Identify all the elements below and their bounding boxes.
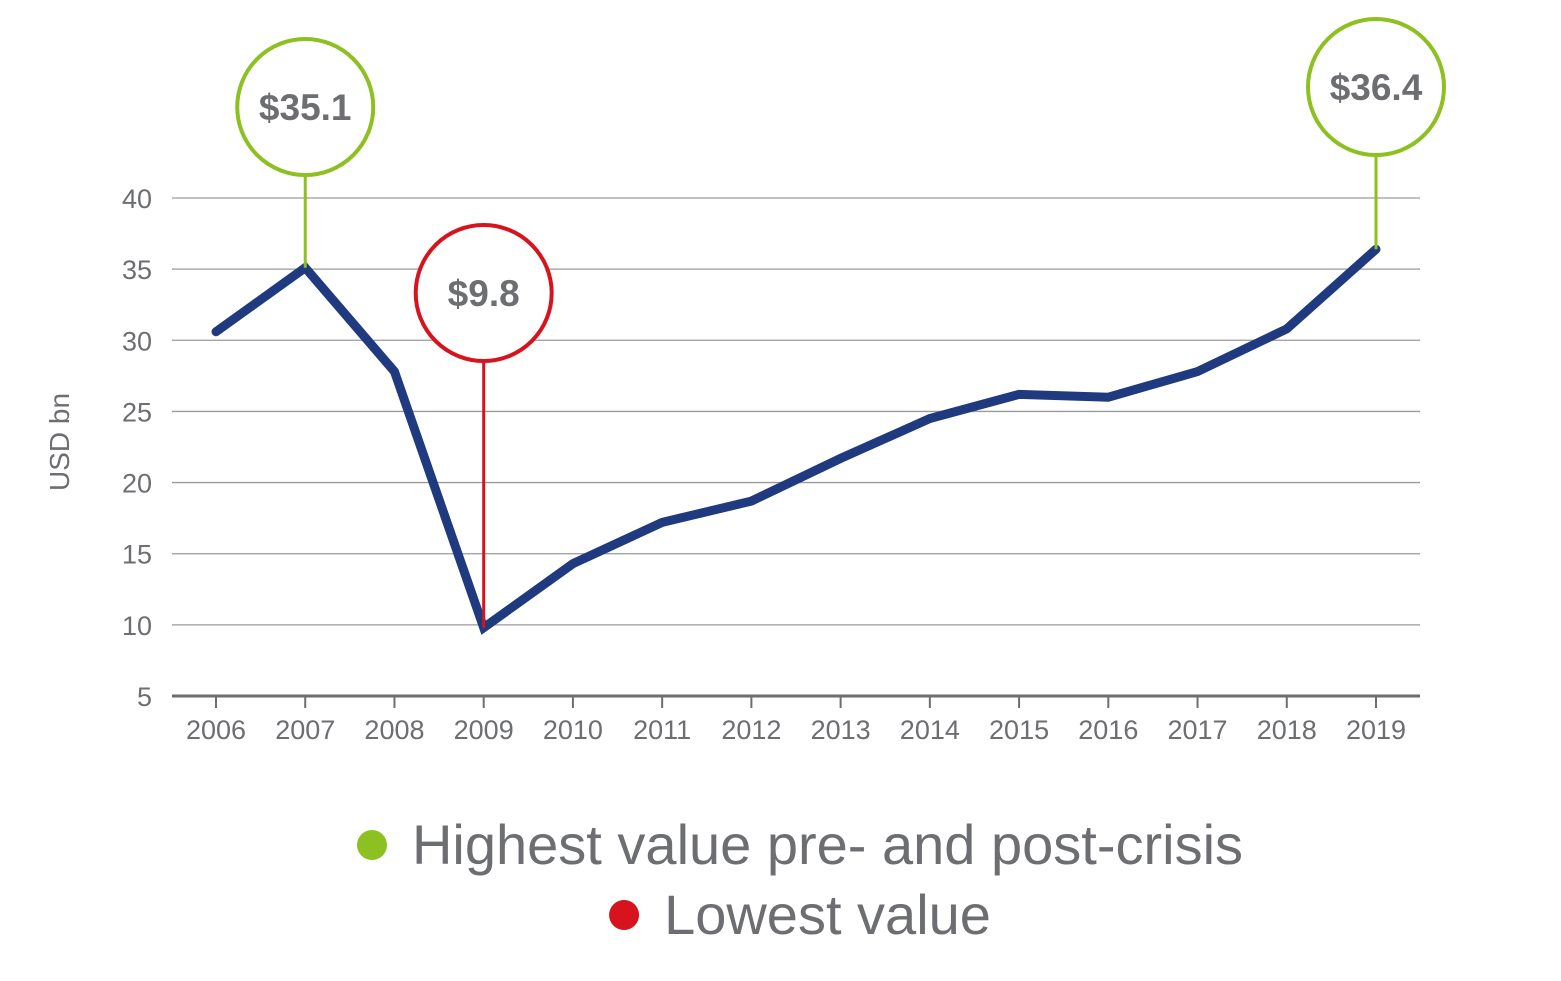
callout-label: $9.8 — [448, 273, 520, 314]
y-axis-label: USD bn — [44, 393, 75, 491]
x-tick-label: 2013 — [811, 715, 871, 745]
x-tick-label: 2010 — [543, 715, 603, 745]
legend-marker — [609, 900, 639, 930]
x-tick-label: 2006 — [186, 715, 246, 745]
y-tick-label: 40 — [122, 184, 152, 214]
series-line — [216, 249, 1376, 627]
legend-marker — [357, 830, 387, 860]
x-tick-label: 2019 — [1346, 715, 1406, 745]
series-layer — [216, 249, 1376, 628]
x-tick-label: 2016 — [1078, 715, 1138, 745]
legend-label: Highest value pre- and post-crisis — [412, 813, 1243, 876]
legend-item-low: Lowest value — [609, 883, 991, 946]
y-tick-label: 30 — [122, 326, 152, 356]
x-tick-label: 2015 — [989, 715, 1049, 745]
x-tick-label: 2012 — [721, 715, 781, 745]
y-tick-label: 20 — [122, 469, 152, 499]
x-axis: 2006 2007 2008 2009 2010 2011 2012 2013 2014 2015… — [172, 696, 1420, 745]
y-tick-label: 15 — [122, 540, 152, 570]
x-tick-label: 2011 — [633, 715, 691, 745]
y-axis-ticks: 5 10 15 20 25 30 35 40 — [122, 184, 152, 712]
x-tick-label: 2008 — [364, 715, 424, 745]
callout-label: $35.1 — [259, 87, 352, 128]
x-tick-label: 2007 — [275, 715, 335, 745]
x-tick-label: 2009 — [454, 715, 514, 745]
x-tick-label: 2017 — [1167, 715, 1227, 745]
gridlines — [172, 198, 1420, 625]
y-tick-label: 25 — [122, 397, 152, 427]
y-tick-label: 35 — [122, 255, 152, 285]
legend-item-high: Highest value pre- and post-crisis — [357, 813, 1243, 876]
legend: Highest value pre- and post-crisis Lowest… — [357, 813, 1243, 946]
x-tick-label: 2014 — [900, 715, 960, 745]
y-tick-label: 10 — [122, 611, 152, 641]
y-tick-label: 5 — [137, 682, 152, 712]
legend-label: Lowest value — [664, 883, 991, 946]
annotations: $35.1 $9.8 $36.4 — [237, 19, 1444, 628]
callout-label: $36.4 — [1330, 67, 1423, 108]
x-tick-label: 2018 — [1257, 715, 1317, 745]
